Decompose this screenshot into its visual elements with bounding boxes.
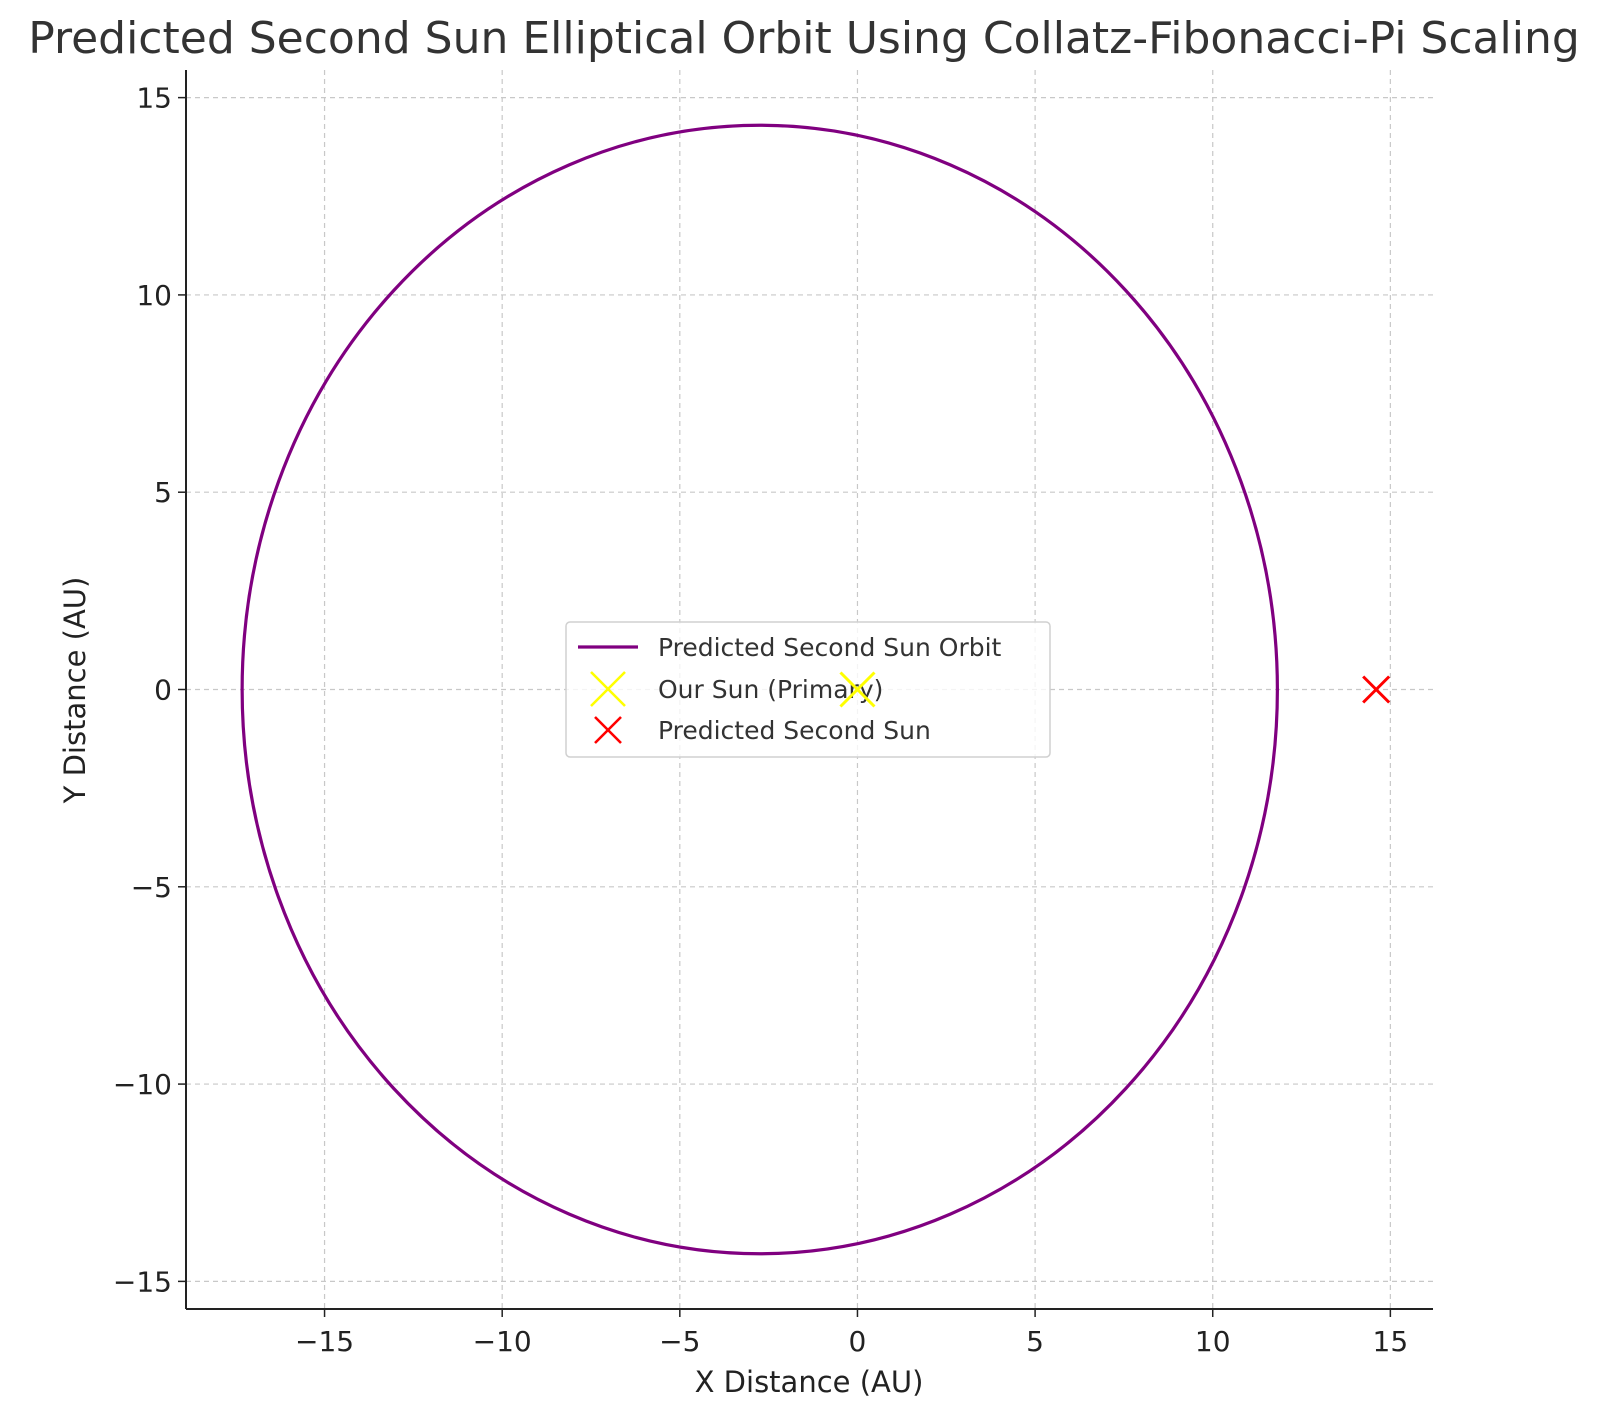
legend-marker-swatch — [590, 671, 626, 707]
legend-label: Predicted Second Sun — [658, 716, 931, 745]
axes: −15 −10 −5 0 5 10 15 −15 −10 −5 0 5 10 15 — [113, 70, 1433, 1358]
x-tick-label: 5 — [1026, 1325, 1044, 1358]
x-tick-label: −5 — [659, 1325, 700, 1358]
legend-label: Predicted Second Sun Orbit — [658, 633, 1002, 662]
y-tick-label: −5 — [131, 871, 172, 904]
x-tick-label: −15 — [295, 1325, 354, 1358]
y-tick-label: 5 — [154, 476, 172, 509]
sun-marker — [839, 671, 876, 708]
y-tick-label: 0 — [154, 674, 172, 707]
y-tick-label: 10 — [136, 279, 172, 312]
x-tick-label: 0 — [849, 1325, 867, 1358]
sun-marker — [1362, 675, 1391, 704]
chart-title: Predicted Second Sun Elliptical Orbit Us… — [28, 13, 1580, 64]
plot-area — [240, 123, 1279, 1256]
y-tick-label: −10 — [113, 1068, 172, 1101]
x-tick-label: 10 — [1195, 1325, 1231, 1358]
legend-marker-swatch — [594, 716, 622, 744]
y-tick-label: −15 — [113, 1265, 172, 1298]
x-tick-label: −10 — [473, 1325, 532, 1358]
x-axis-label: X Distance (AU) — [695, 1365, 924, 1399]
x-tick-label: 15 — [1373, 1325, 1409, 1358]
legend-box — [565, 621, 1051, 758]
legend: Predicted Second Sun Orbit Our Sun (Prima… — [565, 621, 1051, 758]
orbit-ellipse — [240, 123, 1279, 1256]
y-axis-label: Y Distance (AU) — [58, 577, 92, 805]
y-tick-label: 15 — [136, 82, 172, 115]
grid-lines — [186, 70, 1433, 1309]
legend-label: Our Sun (Primary) — [658, 675, 883, 704]
